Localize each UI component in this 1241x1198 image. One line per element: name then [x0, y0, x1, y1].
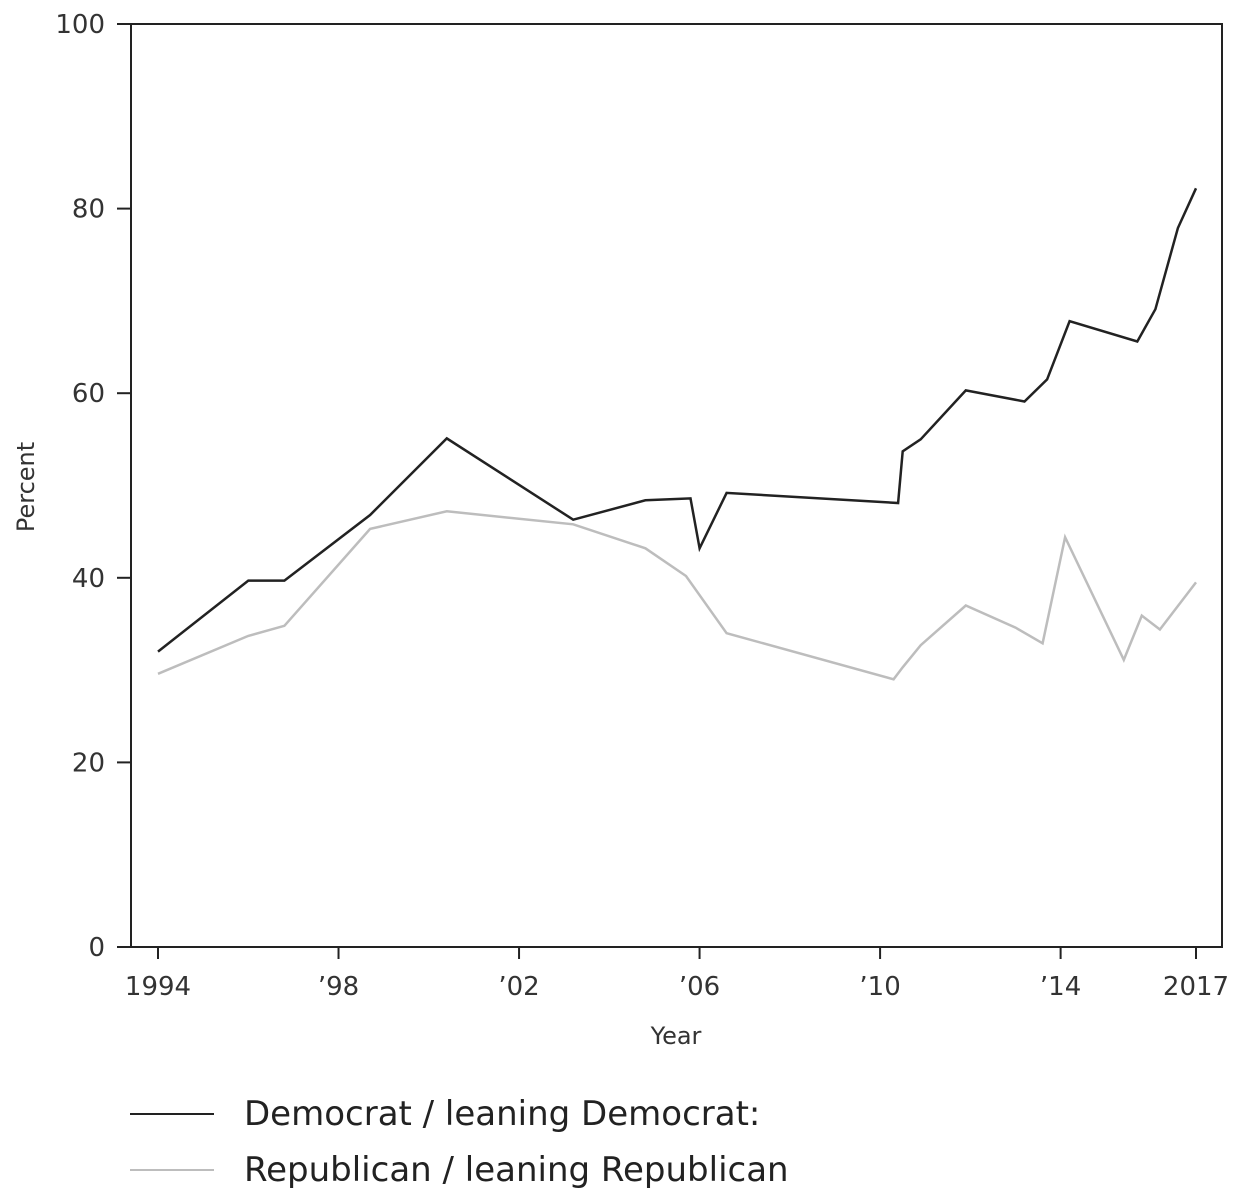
y-tick-label: 40	[72, 564, 105, 594]
legend-swatch-republican	[130, 1169, 214, 1171]
series-line-democrat	[158, 188, 1196, 651]
y-tick-label: 100	[55, 10, 105, 40]
x-axis-title: Year	[650, 1022, 702, 1050]
y-tick-label: 0	[88, 933, 105, 963]
legend-item-democrat: Democrat / leaning Democrat:	[130, 1086, 789, 1142]
x-tick-label: ’06	[679, 972, 720, 1002]
line-chart: 1994 ’98 ’02 ’06 ’10 ’14 2017 0 20 40 60 80 100 Yea…	[0, 0, 1241, 1080]
legend-item-republican: Republican / leaning Republican	[130, 1142, 789, 1198]
y-axis: 0 20 40 60 80 100	[55, 10, 131, 963]
legend-label-democrat: Democrat / leaning Democrat:	[244, 1094, 760, 1134]
plot-frame	[131, 24, 1222, 947]
y-tick-label: 60	[72, 379, 105, 409]
x-tick-label: ’14	[1040, 972, 1081, 1002]
legend-swatch-democrat	[130, 1113, 214, 1115]
x-tick-label: ’98	[318, 972, 359, 1002]
series-line-republican	[158, 511, 1196, 679]
x-tick-label: ’10	[859, 972, 900, 1002]
x-tick-label: 1994	[125, 972, 191, 1002]
x-tick-label: 2017	[1163, 972, 1229, 1002]
legend-label-republican: Republican / leaning Republican	[244, 1150, 789, 1190]
x-axis: 1994 ’98 ’02 ’06 ’10 ’14 2017	[125, 947, 1229, 1002]
series-lines	[158, 188, 1196, 679]
legend: Democrat / leaning Democrat: Republican …	[130, 1086, 789, 1198]
y-tick-label: 20	[72, 748, 105, 778]
y-axis-title: Percent	[12, 442, 40, 532]
x-tick-label: ’02	[498, 972, 539, 1002]
y-tick-label: 80	[72, 195, 105, 225]
